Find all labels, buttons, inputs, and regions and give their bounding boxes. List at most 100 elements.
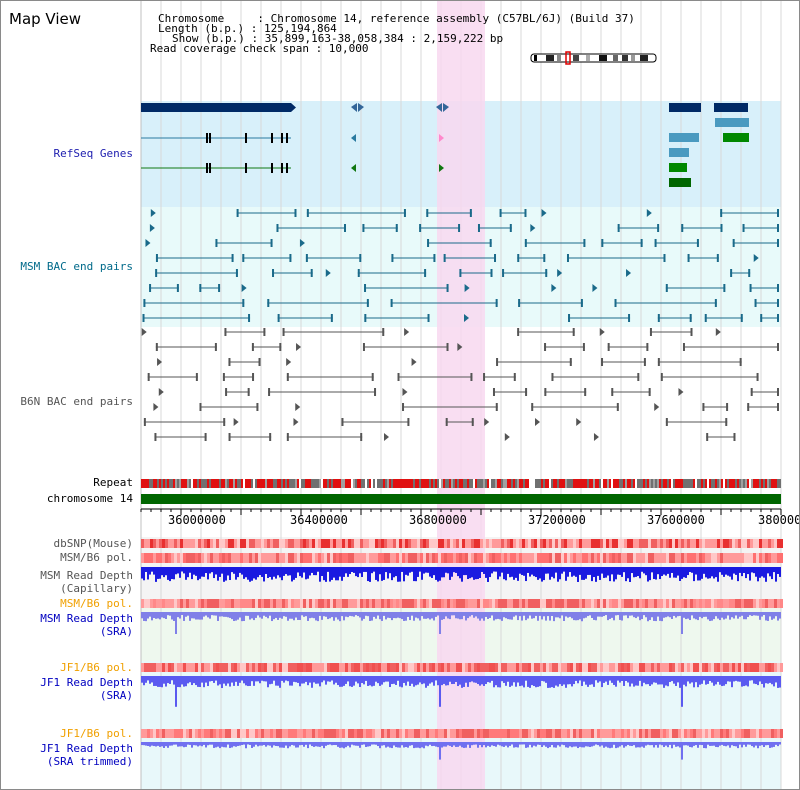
polymorphism-cell	[585, 599, 588, 608]
polymorphism-cell	[483, 539, 486, 548]
polymorphism-cell	[435, 729, 438, 738]
bac-end	[750, 388, 753, 396]
polymorphism-cell	[159, 729, 162, 738]
polymorphism-cell	[297, 553, 300, 563]
read-depth-bar	[447, 612, 449, 619]
read-depth-bar	[655, 612, 657, 622]
read-depth-bar	[405, 742, 407, 748]
track-label-msm-bac[interactable]: MSM BAC end pairs	[20, 260, 133, 273]
read-depth-bar	[397, 676, 399, 681]
repeat-segment	[683, 479, 685, 488]
polymorphism-cell	[603, 539, 606, 548]
repeat-segment	[333, 479, 335, 488]
polymorphism-cell	[567, 663, 570, 672]
polymorphism-cell	[612, 599, 615, 608]
read-depth-bar	[253, 567, 255, 579]
read-depth-bar	[305, 567, 307, 580]
read-depth-bar	[479, 567, 481, 578]
read-depth-bar	[401, 742, 403, 746]
polymorphism-cell	[171, 729, 174, 738]
ideogram-band	[613, 55, 618, 61]
polymorphism-cell	[681, 599, 684, 608]
read-depth-bar	[225, 676, 227, 686]
read-depth-bar	[425, 612, 427, 619]
gene-arrow	[351, 164, 356, 172]
repeat-segment	[163, 479, 165, 488]
polymorphism-cell	[387, 553, 390, 563]
read-depth-bar	[541, 612, 543, 620]
polymorphism-cell	[174, 599, 177, 608]
read-depth-bar	[609, 742, 611, 749]
read-depth-bar	[637, 612, 639, 617]
track-label-msm-depth-sra[interactable]: MSM Read Depth	[40, 612, 133, 625]
track-label-msm-pol-2[interactable]: MSM/B6 pol.	[60, 597, 133, 610]
track-label-dbsnp[interactable]: dbSNP(Mouse)	[53, 537, 133, 550]
polymorphism-cell	[480, 539, 483, 548]
gene-exon	[281, 163, 283, 173]
bac-end	[143, 299, 146, 307]
polymorphism-cell	[591, 553, 594, 563]
polymorphism-cell	[249, 729, 252, 738]
read-depth-bar	[625, 676, 627, 681]
polymorphism-cell	[600, 729, 603, 738]
read-depth-bar	[283, 742, 285, 748]
read-depth-bar	[549, 612, 551, 621]
read-depth-bar	[523, 742, 525, 745]
track-label-jf1-pol-2[interactable]: JF1/B6 pol.	[60, 727, 133, 740]
track-label-msm-pol[interactable]: MSM/B6 pol.	[60, 551, 133, 564]
read-depth-bar	[155, 676, 157, 686]
read-depth-bar	[277, 742, 279, 747]
repeat-segment	[673, 479, 675, 488]
read-depth-bar	[749, 742, 751, 745]
polymorphism-cell	[633, 599, 636, 608]
read-depth-bar	[283, 676, 285, 683]
bac-end	[251, 343, 254, 351]
track-label-msm-depth-capillary[interactable]: MSM Read Depth	[40, 569, 133, 582]
repeat-segment	[485, 479, 487, 488]
track-label-repeat[interactable]: Repeat	[93, 476, 133, 489]
polymorphism-cell	[699, 729, 702, 738]
repeat-segment	[145, 479, 147, 488]
track-label-jf1-depth-sra[interactable]: JF1 Read Depth	[40, 676, 133, 689]
polymorphism-cell	[756, 729, 759, 738]
read-depth-bar	[605, 612, 607, 616]
show-range-info: Show (b.p.) : 35,899,163-38,058,384 : 2,…	[172, 32, 504, 45]
polymorphism-cell	[189, 599, 192, 608]
read-depth-bar	[765, 676, 767, 684]
bac-end	[611, 388, 614, 396]
track-label-jf1-pol[interactable]: JF1/B6 pol.	[60, 661, 133, 674]
track-label-chromosome[interactable]: chromosome 14	[46, 492, 133, 505]
read-depth-bar	[675, 567, 677, 578]
polymorphism-cell	[222, 599, 225, 608]
polymorphism-cell	[303, 539, 306, 548]
read-depth-bar	[571, 742, 573, 748]
read-depth-bar	[385, 612, 387, 620]
read-depth-bar	[677, 567, 679, 576]
read-depth-bar	[271, 567, 273, 580]
repeat-segment	[447, 479, 449, 488]
read-depth-bar	[445, 612, 447, 617]
read-depth-bar	[401, 567, 403, 572]
polymorphism-cell	[453, 663, 456, 672]
track-label-refseq[interactable]: RefSeq Genes	[53, 147, 133, 160]
read-depth-bar	[671, 567, 673, 573]
bac-end	[499, 209, 502, 217]
repeat-segment	[529, 479, 531, 488]
read-depth-bar	[765, 612, 767, 621]
read-depth-bar	[343, 676, 345, 686]
polymorphism-cell	[360, 729, 363, 738]
polymorphism-cell	[726, 539, 729, 548]
polymorphism-cell	[459, 553, 462, 563]
bac-end	[390, 299, 393, 307]
track-label-jf1-depth-trimmed[interactable]: JF1 Read Depth	[40, 742, 133, 755]
track-label-b6n-bac[interactable]: B6N BAC end pairs	[20, 395, 133, 408]
repeat-segment	[757, 479, 759, 488]
polymorphism-cell	[495, 729, 498, 738]
read-depth-bar	[253, 742, 255, 747]
polymorphism-cell	[729, 729, 732, 738]
polymorphism-cell	[663, 553, 666, 563]
repeat-segment	[519, 479, 521, 488]
read-depth-bar	[505, 612, 507, 619]
polymorphism-cell	[534, 599, 537, 608]
